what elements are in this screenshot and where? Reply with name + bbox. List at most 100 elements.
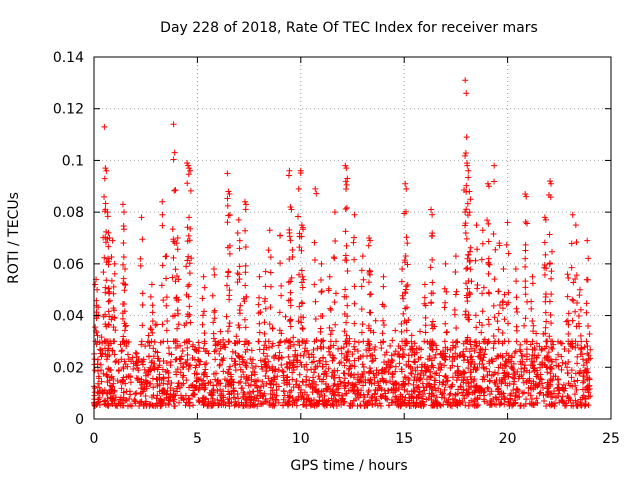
data-point xyxy=(365,242,372,249)
data-point xyxy=(94,286,101,293)
data-point xyxy=(201,338,208,345)
data-point xyxy=(579,351,586,358)
data-point xyxy=(179,374,186,381)
data-point xyxy=(472,312,479,319)
data-point xyxy=(400,295,407,302)
data-point xyxy=(367,309,374,316)
data-point xyxy=(163,253,170,260)
data-point xyxy=(265,247,272,254)
data-point xyxy=(403,283,410,290)
data-point xyxy=(93,315,100,322)
data-point xyxy=(276,349,283,356)
data-point xyxy=(438,364,445,371)
data-point xyxy=(472,257,479,264)
data-point xyxy=(527,341,534,348)
data-point xyxy=(568,374,575,381)
data-point xyxy=(150,345,157,352)
data-point xyxy=(305,351,312,358)
data-point xyxy=(466,248,473,255)
data-point xyxy=(408,352,415,359)
data-point xyxy=(381,322,388,329)
data-point xyxy=(572,308,579,315)
data-point xyxy=(418,395,425,402)
data-point xyxy=(411,349,418,356)
data-point xyxy=(548,275,555,282)
data-point xyxy=(225,338,232,345)
data-point xyxy=(236,361,243,368)
data-point xyxy=(574,342,581,349)
data-point xyxy=(142,393,149,400)
data-point xyxy=(201,284,208,291)
data-point xyxy=(417,376,424,383)
data-point xyxy=(352,396,359,403)
data-point xyxy=(430,392,437,399)
data-point xyxy=(210,330,217,337)
data-point xyxy=(276,339,283,346)
data-point xyxy=(218,356,225,363)
data-point xyxy=(347,402,354,409)
data-point xyxy=(228,390,235,397)
data-point xyxy=(199,295,206,302)
data-point xyxy=(256,273,263,280)
data-point xyxy=(182,402,189,409)
data-point xyxy=(580,373,587,380)
data-point xyxy=(464,376,471,383)
data-point xyxy=(257,389,264,396)
data-point xyxy=(184,160,191,167)
data-point xyxy=(430,290,437,297)
data-point xyxy=(249,368,256,375)
data-point xyxy=(134,377,141,384)
data-point xyxy=(542,324,549,331)
data-point xyxy=(260,346,267,353)
data-point xyxy=(583,309,590,316)
data-point xyxy=(467,369,474,376)
data-point xyxy=(513,294,520,301)
data-point xyxy=(278,361,285,368)
data-point xyxy=(212,338,219,345)
data-point xyxy=(517,348,524,355)
data-point xyxy=(502,396,509,403)
data-point xyxy=(313,388,320,395)
data-point xyxy=(421,338,428,345)
data-point xyxy=(471,396,478,403)
data-point xyxy=(575,320,582,327)
data-point xyxy=(479,308,486,315)
data-point xyxy=(330,342,337,349)
data-point xyxy=(320,354,327,361)
data-point xyxy=(493,396,500,403)
data-point xyxy=(350,239,357,246)
data-point xyxy=(332,238,339,245)
data-point xyxy=(165,344,172,351)
data-point xyxy=(190,402,197,409)
data-point xyxy=(547,194,554,201)
data-point xyxy=(307,383,314,390)
data-point xyxy=(342,228,349,235)
data-point xyxy=(548,291,555,298)
data-point xyxy=(184,344,191,351)
data-point xyxy=(232,367,239,374)
data-point xyxy=(299,325,306,332)
data-point xyxy=(167,385,174,392)
data-point xyxy=(464,162,471,169)
data-point xyxy=(104,395,111,402)
data-point xyxy=(164,338,171,345)
data-point xyxy=(530,328,537,335)
data-point xyxy=(106,367,113,374)
data-point xyxy=(565,321,572,328)
data-point xyxy=(189,392,196,399)
data-point xyxy=(584,276,591,283)
data-point xyxy=(396,360,403,367)
data-point xyxy=(373,397,380,404)
data-point xyxy=(358,329,365,336)
data-point xyxy=(164,381,171,388)
data-point xyxy=(368,380,375,387)
data-point xyxy=(407,370,414,377)
data-point xyxy=(359,253,366,260)
data-point xyxy=(101,193,108,200)
data-point xyxy=(235,379,242,386)
data-point xyxy=(479,240,486,247)
data-point xyxy=(532,381,539,388)
data-point xyxy=(378,386,385,393)
data-point xyxy=(374,378,381,385)
data-point xyxy=(241,198,248,205)
